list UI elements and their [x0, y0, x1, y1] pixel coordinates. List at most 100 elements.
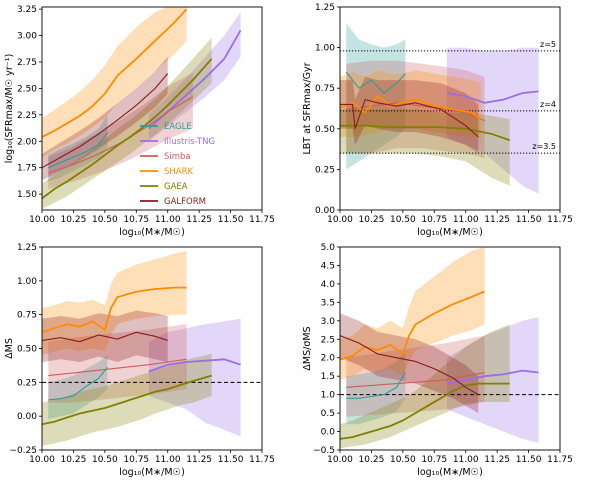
band-illustris-tng: [446, 317, 539, 443]
y-tick-label: 1.25: [17, 243, 37, 253]
x-tick-label: 10.50: [92, 215, 118, 225]
y-tick-label: 2.75: [17, 58, 37, 68]
line-simba: [346, 102, 485, 122]
y-axis-label: ΔMS: [4, 338, 15, 359]
y-tick-label: 0.00: [17, 412, 37, 422]
y-tick-label: 0.50: [17, 345, 37, 355]
band-shark: [340, 247, 485, 380]
band-eagle: [346, 350, 406, 425]
x-tick-label: 11.00: [155, 455, 181, 465]
y-tick-label: 4.0: [321, 280, 336, 290]
line-simba: [346, 371, 485, 388]
line-eagle: [346, 372, 406, 399]
x-tick-label: 10.75: [123, 455, 149, 465]
y-tick-label: 1.25: [315, 3, 335, 13]
x-tick-label: 11.25: [484, 455, 510, 465]
y-tick-label: −0.5: [313, 446, 335, 456]
plot-area: [340, 247, 560, 449]
y-tick-label: 0.0: [321, 428, 336, 438]
y-tick-label: 3.0: [321, 317, 336, 327]
x-tick-label: 10.50: [92, 455, 118, 465]
y-tick-label: 2.00: [17, 137, 37, 147]
x-tick-label: 10.25: [61, 455, 87, 465]
y-tick-label: 2.25: [17, 111, 37, 121]
plot-area: [42, 251, 262, 446]
y-tick-label: 1.00: [17, 277, 37, 287]
y-tick-label: 0.75: [17, 311, 37, 321]
y-tick-label: 3.5: [321, 298, 335, 308]
x-tick-label: 11.00: [155, 215, 181, 225]
legend-label: SHARK: [164, 167, 194, 177]
x-axis-label: log₁₀(M∗/M☉): [417, 467, 483, 478]
line-illustris-tng: [148, 358, 241, 373]
y-tick-label: 5.0: [321, 243, 336, 253]
x-tick-label: 10.50: [390, 215, 416, 225]
x-tick-label: 10.25: [61, 215, 87, 225]
x-tick-label: 11.50: [516, 455, 542, 465]
x-axis-label: log₁₀(M∗/M☉): [119, 467, 185, 478]
plot-area: [42, 7, 242, 209]
y-tick-label: 0.50: [315, 125, 335, 135]
y-axis-label: ΔMS/σMS: [302, 326, 313, 370]
band-simba: [346, 335, 485, 417]
y-tick-label: 0.5: [321, 409, 335, 419]
panel-bottom-left: 10.00 10.25 10.50 10.75 11.00 11.25 11.50 11.75…: [4, 243, 275, 478]
band-galform: [340, 313, 479, 414]
line-galform: [42, 331, 168, 343]
y-tick-label: 0.25: [17, 378, 37, 388]
line-simba: [48, 358, 187, 377]
legend-label: Illustris-TNG: [164, 137, 215, 147]
x-tick-label: 10.00: [29, 215, 55, 225]
y-tick-label: 3.25: [17, 5, 37, 15]
line-eagle: [48, 132, 108, 169]
line-eagle: [48, 367, 108, 401]
band-gaea: [42, 37, 212, 209]
y-tick-label: 4.5: [321, 261, 335, 271]
band-gaea: [340, 324, 510, 449]
y-tick-label: 1.75: [17, 164, 37, 174]
x-tick-label: 10.75: [421, 455, 447, 465]
x-axis-label: log₁₀(M∗/M☉): [119, 227, 185, 238]
y-tick-label: 0.00: [315, 206, 335, 216]
axes-frame: [339, 246, 561, 451]
line-gaea: [340, 382, 510, 440]
x-tick-label: 10.75: [421, 215, 447, 225]
band-eagle: [346, 23, 406, 170]
x-tick-label: 11.75: [249, 455, 275, 465]
y-tick-label: 2.5: [321, 335, 335, 345]
axes-frame: [339, 6, 561, 211]
line-illustris-tng: [446, 90, 539, 104]
legend: EAGLE Illustris-TNG Simba SHARK GAEA GALFORM: [140, 122, 215, 207]
axes-frame: [41, 6, 263, 211]
line-galform: [42, 73, 169, 169]
redshift-label: z=3.5: [532, 142, 556, 151]
line-shark: [340, 95, 482, 120]
x-tick-label: 11.25: [186, 455, 212, 465]
line-galform: [340, 335, 479, 396]
band-simba: [48, 324, 187, 403]
x-tick-label: 11.00: [453, 455, 479, 465]
x-tick-label: 11.25: [186, 215, 212, 225]
line-eagle: [345, 71, 406, 94]
line-gaea: [340, 124, 510, 142]
y-tick-label: −0.25: [9, 446, 37, 456]
x-tick-label: 10.00: [327, 215, 353, 225]
legend-label: GAEA: [164, 182, 188, 192]
legend-label: EAGLE: [164, 122, 192, 132]
y-tick-label: 0.75: [315, 84, 335, 94]
panel-bottom-right: 10.00 10.25 10.50 10.75 11.00 11.25 11.50 11.75…: [302, 243, 573, 478]
x-tick-label: 11.75: [547, 455, 573, 465]
x-tick-label: 11.75: [547, 215, 573, 225]
x-tick-label: 10.25: [359, 455, 385, 465]
line-gaea: [42, 374, 212, 426]
x-tick-label: 10.75: [123, 215, 149, 225]
legend-label: GALFORM: [164, 197, 206, 207]
y-tick-label: 1.0: [321, 391, 336, 401]
y-tick-label: 2.50: [17, 84, 37, 94]
plot-area: [340, 23, 560, 194]
x-axis-label: log₁₀(M∗/M☉): [417, 227, 483, 238]
line-shark: [42, 286, 187, 334]
y-axis-label: log₁₀(SFRmax/M☉ yr⁻¹): [4, 54, 15, 164]
x-tick-label: 11.00: [453, 215, 479, 225]
